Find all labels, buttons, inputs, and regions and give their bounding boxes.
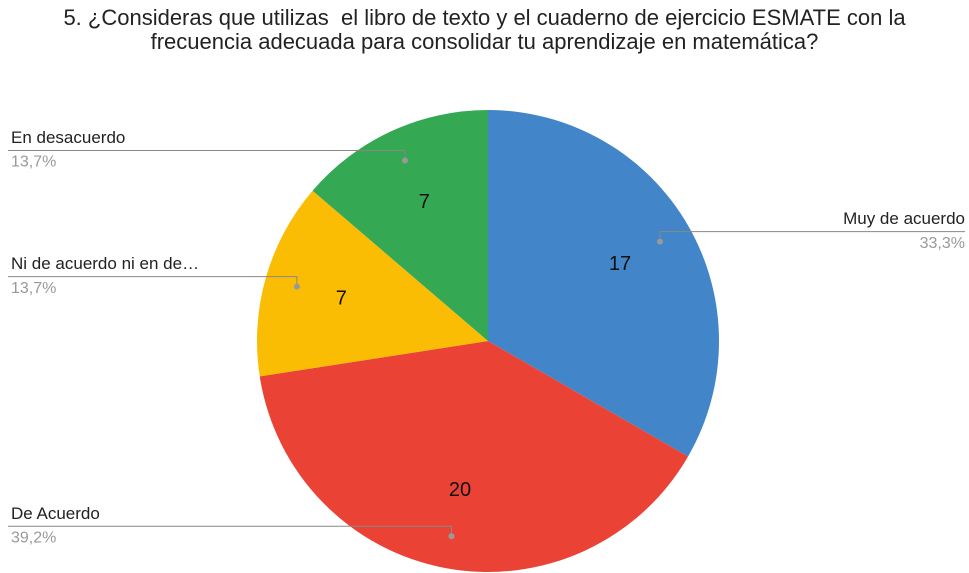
leader-dot [293, 283, 300, 290]
slice-value-label: 20 [449, 479, 471, 501]
slice-value-label: 17 [609, 253, 631, 275]
leader-dot [657, 238, 664, 245]
percent-label: 13,7% [11, 154, 56, 171]
leader-dot [448, 533, 455, 540]
slice-value-label: 7 [336, 288, 347, 310]
category-label: En desacuerdo [11, 128, 125, 147]
chart-title: 5. ¿Consideras que utilizas el libro de … [63, 5, 912, 54]
pie-slice [259, 341, 689, 572]
category-label: De Acuerdo [11, 504, 100, 523]
pie-slice [257, 190, 488, 377]
leader-line [659, 231, 965, 242]
category-label: Ni de acuerdo ni en de… [11, 254, 199, 273]
percent-label: 13,7% [11, 280, 56, 297]
pie-slice [312, 109, 488, 341]
pie-slice [488, 110, 720, 457]
leader-line [8, 150, 406, 161]
percent-label: 39,2% [11, 529, 56, 546]
leader-dot [401, 157, 408, 164]
leader-line [8, 276, 298, 287]
slice-value-label: 7 [419, 191, 430, 213]
category-label: Muy de acuerdo [843, 209, 965, 228]
leader-line [8, 525, 452, 537]
percent-label: 33,3% [920, 235, 965, 252]
